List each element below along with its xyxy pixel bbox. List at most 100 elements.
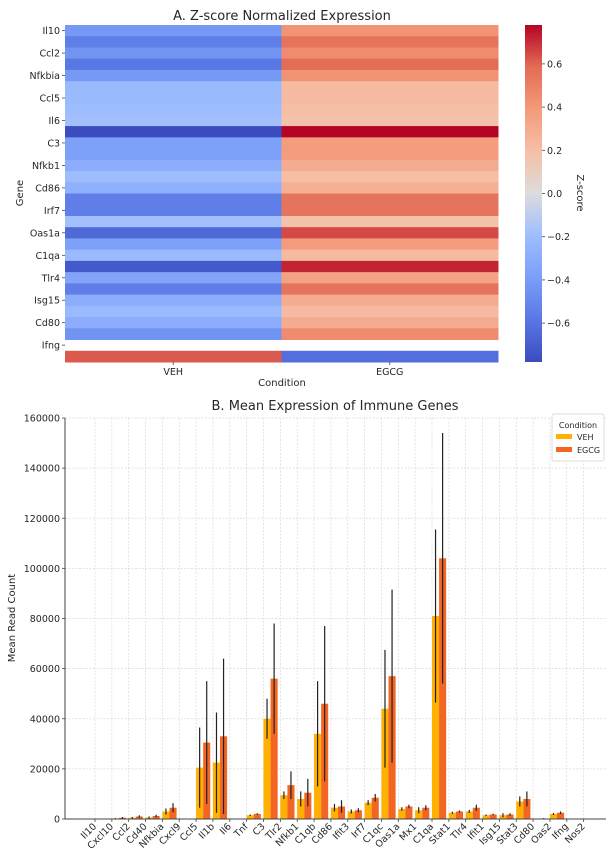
colorbar-tick-label: 0.6	[547, 59, 562, 70]
bar-c3-egcg	[270, 678, 278, 819]
bar-chart-ylabel: Mean Read Count	[7, 574, 18, 663]
x-tick-label: Il6	[218, 821, 234, 837]
bar-tnf-veh	[246, 815, 254, 819]
y-tick-label: 100000	[24, 564, 60, 575]
heatmap-cell-irf7-egcg	[281, 204, 499, 217]
heatmap-cell-ifit1-veh	[65, 283, 282, 296]
heatmap-cell-irf7-veh	[65, 204, 282, 217]
heatmap-cell-cd86-veh	[65, 182, 282, 194]
heatmap-cell-oas1a-egcg	[281, 227, 499, 239]
y-tick-label: 120000	[24, 514, 60, 525]
y-tick-label: 160000	[24, 414, 60, 425]
heatmap-cell-cxcl10-veh	[65, 36, 282, 48]
heatmap-row-label: Ccl5	[39, 94, 60, 105]
heatmap-cell-tlr2-egcg	[281, 148, 499, 161]
colorbar	[525, 25, 542, 362]
heatmap-cell-cd40-veh	[65, 58, 282, 71]
bar-c1qa-egcg	[439, 558, 447, 819]
y-tick-label: 0	[54, 815, 60, 826]
heatmap-row-label: Oas1a	[30, 228, 60, 239]
heatmap-cell-ifit1-egcg	[281, 283, 499, 296]
bar-ifit1-egcg	[489, 814, 497, 819]
bar-oas1a-veh	[398, 808, 406, 819]
heatmap-cell-mx1-egcg	[281, 238, 499, 251]
bar-isg15-egcg	[506, 814, 514, 819]
bar-chart-bars	[111, 558, 565, 819]
bar-stat1-veh	[448, 812, 456, 819]
heatmap-cell-cxcl9-veh	[65, 81, 282, 93]
heatmap-cell-c1qb-egcg	[281, 171, 499, 183]
heatmap-cell-c1qc-egcg	[281, 215, 499, 228]
heatmap-row-labels: Il10 Ccl2 Nfkbia Ccl5 Il6 C3 Nfkb1 Cd86 Irf7 Oas1…	[30, 26, 65, 352]
bar-mx1-egcg	[422, 807, 430, 819]
heatmap-cell-c1qb-veh	[65, 171, 282, 183]
heatmap-cell-il1b-veh	[65, 103, 282, 116]
heatmap-column-labels: VEH EGCG	[163, 362, 403, 378]
heatmap-cell-cd40-egcg	[281, 58, 499, 71]
heatmap-cell-mx1-veh	[65, 238, 282, 251]
bar-chart-grid	[65, 417, 606, 820]
heatmap-cell-il1b-egcg	[281, 103, 499, 116]
heatmap-ylabel: Gene	[15, 180, 26, 206]
colorbar-label: Z-score	[574, 174, 585, 211]
heatmap-cell-cxcl9-egcg	[281, 81, 499, 93]
bar-c3-veh	[263, 718, 271, 819]
heatmap-cell-isg15-veh	[65, 294, 282, 307]
x-tick-label: Tnf	[232, 821, 252, 841]
heatmap-cell-cd86-egcg	[281, 182, 499, 194]
bar-tnf-egcg	[253, 813, 261, 819]
heatmap-cell-ccl2-veh	[65, 47, 282, 60]
heatmap-cell-nos2-veh	[65, 350, 282, 363]
legend-title: Condition	[559, 421, 597, 430]
bar-cd40-egcg	[152, 815, 160, 819]
bar-tlr4-egcg	[472, 807, 480, 819]
heatmap-cell-stat3-veh	[65, 305, 282, 318]
heatmap-cell-isg15-egcg	[281, 294, 499, 307]
heatmap-row-label: Il10	[42, 26, 60, 37]
heatmap-row-label: Nfkbia	[30, 71, 60, 82]
heatmap-cell-oas2-veh	[65, 328, 282, 341]
heatmap-cell-il10-egcg	[281, 25, 499, 37]
heatmap-row-label: Nfkb1	[32, 161, 60, 172]
heatmap-cell-cd80-egcg	[281, 317, 499, 329]
heatmap-cell-nos2-egcg	[281, 350, 499, 363]
bar-chart-error-bars	[114, 433, 562, 819]
bar-oas1a-egcg	[405, 806, 413, 819]
heatmap-cell-c3-egcg	[281, 137, 499, 150]
bar-nfkb1-veh	[297, 798, 305, 819]
heatmap-cell-oas1a-veh	[65, 227, 282, 239]
heatmap-title: A. Z-score Normalized Expression	[173, 9, 391, 24]
bar-c1qa-veh	[432, 615, 440, 819]
heatmap-cell-c1qa-veh	[65, 249, 282, 262]
bar-cd86-veh	[330, 807, 338, 819]
y-tick-label: 80000	[30, 614, 60, 625]
bar-chart-title: B. Mean Expression of Immune Genes	[212, 399, 459, 414]
y-tick-label: 140000	[24, 464, 60, 475]
heatmap-cell-stat3-egcg	[281, 305, 499, 318]
heatmap-cell-tlr4-egcg	[281, 272, 499, 284]
bar-ifit3-egcg	[354, 810, 362, 819]
bar-irf7-veh	[364, 802, 372, 819]
x-tick-label: Il1b	[197, 821, 217, 841]
legend-label-veh: VEH	[577, 433, 594, 442]
heatmap-cell-oas2-egcg	[281, 328, 499, 341]
heatmap-cell-tlr4-veh	[65, 272, 282, 284]
heatmap-cell-ccl5-egcg	[281, 92, 499, 105]
heatmap-row-label: Isg15	[34, 296, 60, 307]
heatmap-cell-nfkbia-veh	[65, 69, 282, 82]
x-tick-label: Ifit3	[331, 821, 352, 842]
heatmap-cell-stat1-veh	[65, 260, 282, 273]
heatmap-row-label: Il6	[49, 116, 61, 127]
legend-label-egcg: EGCG	[577, 446, 600, 455]
heatmap-cell-ifit3-egcg	[281, 193, 499, 206]
legend-swatch-egcg	[556, 447, 572, 452]
bar-oas2-veh	[549, 813, 558, 819]
heatmap-cell-c3-veh	[65, 137, 282, 150]
bar-tlr4-veh	[465, 811, 473, 819]
heatmap-cell-nfkb1-egcg	[281, 159, 499, 172]
heatmap-cell-ifit3-veh	[65, 193, 282, 206]
heatmap-xlabel: Condition	[258, 378, 306, 389]
heatmap-cell-ccl5-veh	[65, 92, 282, 105]
